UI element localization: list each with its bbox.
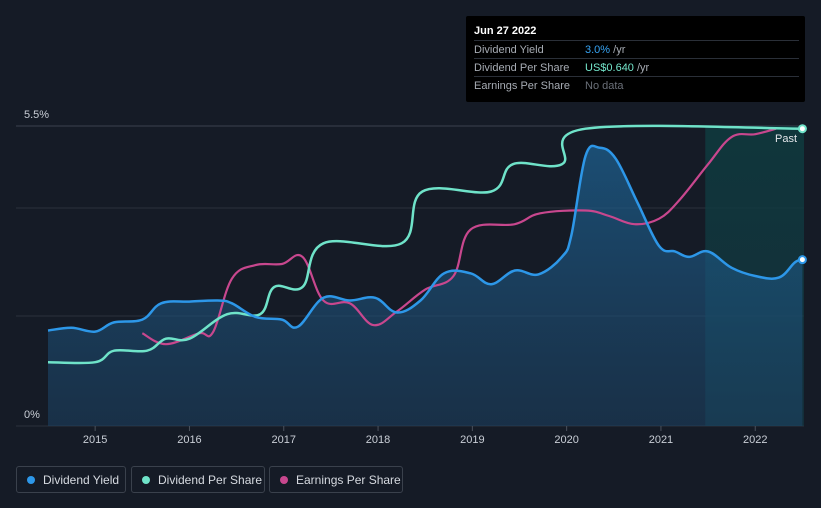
x-axis-ticks: 2015 2016 2017 2018 2019 2020 2021 2022 xyxy=(83,426,767,446)
dividend-per-share-line xyxy=(47,124,803,365)
x-tick-label: 2017 xyxy=(272,434,296,446)
tooltip-row-earnings-per-share: Earnings Per Share No data xyxy=(474,76,799,94)
x-tick-label: 2018 xyxy=(366,434,390,446)
tooltip-date: Jun 27 2022 xyxy=(474,25,537,37)
tooltip-row-dividend-per-share: Dividend Per Share US$0.640 /yr xyxy=(474,58,799,76)
x-tick-label: 2021 xyxy=(649,434,673,446)
legend-label: Dividend Yield xyxy=(43,472,120,487)
tooltip-label: Dividend Per Share xyxy=(474,62,570,74)
tooltip-value: 3.0% xyxy=(585,44,611,56)
x-tick-label: 2022 xyxy=(743,434,767,446)
tooltip-label: Earnings Per Share xyxy=(474,80,570,92)
earnings-per-share-dot-icon xyxy=(280,475,288,484)
earnings-per-share-line xyxy=(141,127,777,346)
dividend-yield-line xyxy=(47,144,803,333)
dividend-yield-area xyxy=(48,145,803,426)
legend-item-earnings-per-share[interactable]: Earnings Per Share xyxy=(269,466,403,493)
tooltip: Jun 27 2022 Dividend Yield 3.0% /yr Divi… xyxy=(466,16,805,102)
legend-label: Dividend Per Share xyxy=(158,472,263,487)
dividend-yield-dot-icon xyxy=(27,475,35,484)
x-tick-label: 2020 xyxy=(554,434,578,446)
x-tick-label: 2016 xyxy=(177,434,201,446)
tooltip-unit: /yr xyxy=(633,62,650,74)
dividend-per-share-endpoint[interactable] xyxy=(797,124,807,134)
tooltip-value: No data xyxy=(585,80,624,92)
legend-item-dividend-yield[interactable]: Dividend Yield xyxy=(16,466,126,493)
tooltip-value: US$0.640 xyxy=(585,62,634,74)
tooltip-label: Dividend Yield xyxy=(474,44,544,56)
y-tick-bottom: 0% xyxy=(24,409,40,421)
tooltip-row-dividend-yield: Dividend Yield 3.0% /yr xyxy=(474,40,799,58)
past-label: Past xyxy=(775,133,797,145)
y-tick-top: 5.5% xyxy=(24,109,49,121)
x-tick-label: 2019 xyxy=(460,434,484,446)
legend-label: Earnings Per Share xyxy=(296,472,401,487)
dividend-yield-endpoint[interactable] xyxy=(797,255,807,265)
tooltip-unit: /yr xyxy=(610,44,626,56)
legend-item-dividend-per-share[interactable]: Dividend Per Share xyxy=(131,466,265,493)
dividend-per-share-dot-icon xyxy=(142,475,150,484)
x-tick-label: 2015 xyxy=(83,434,107,446)
